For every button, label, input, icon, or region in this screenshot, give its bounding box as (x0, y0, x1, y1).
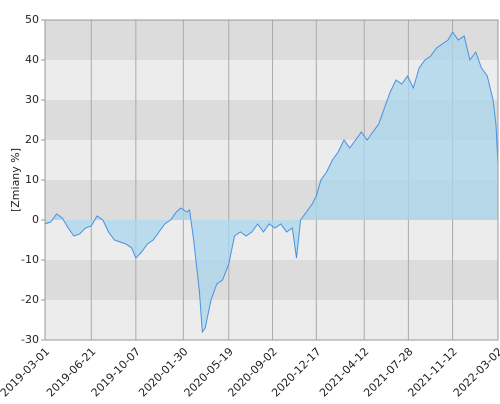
y-tick-label: 40 (25, 53, 39, 66)
y-axis-title: [Zmiany %] (9, 148, 22, 212)
background-band (45, 300, 498, 340)
background-band (45, 20, 498, 60)
y-tick-label: 0 (32, 213, 39, 226)
y-tick-label: -20 (21, 293, 39, 306)
y-tick-label: 30 (25, 93, 39, 106)
y-tick-label: 50 (25, 13, 39, 26)
y-tick-label: -10 (21, 253, 39, 266)
plot-border (44, 19, 499, 341)
background-band (45, 260, 498, 300)
y-tick-label: -30 (21, 333, 39, 346)
area (45, 32, 498, 332)
y-tick-label: 20 (25, 133, 39, 146)
y-tick-label: 10 (25, 173, 39, 186)
line (44, 31, 499, 334)
